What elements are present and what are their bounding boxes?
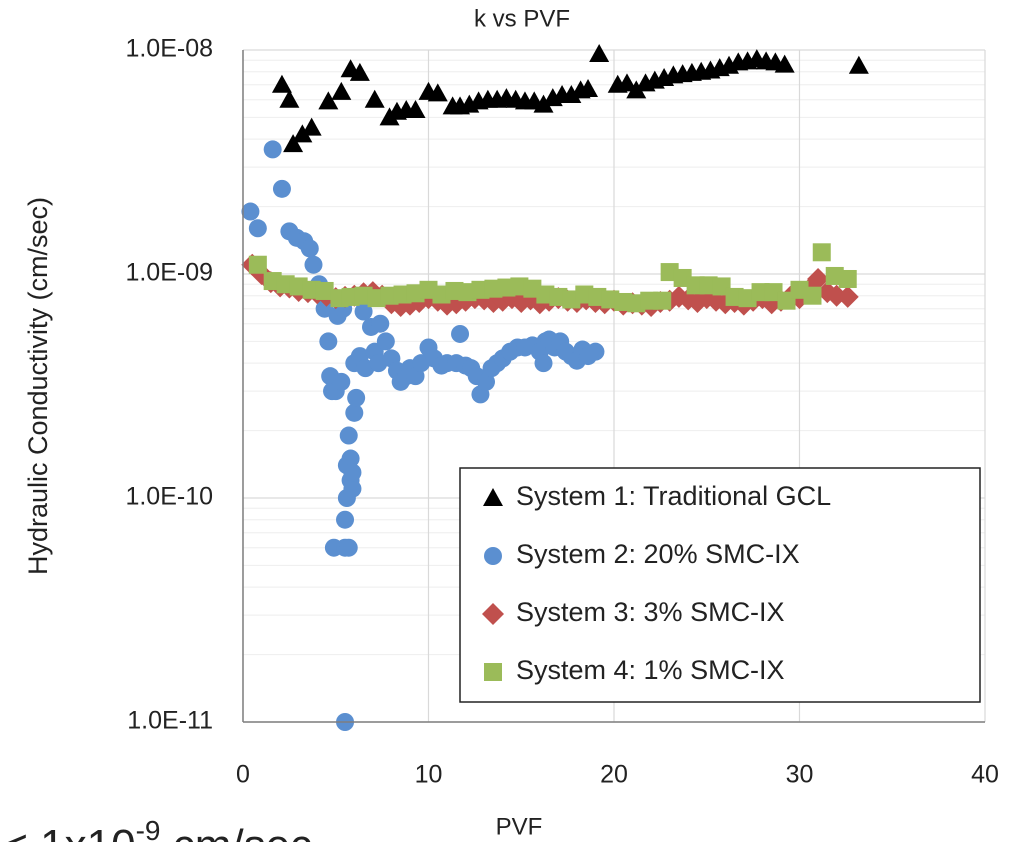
point xyxy=(586,342,605,361)
point xyxy=(271,74,292,93)
y-axis-title: Hydraulic Conductivity (cm/sec) xyxy=(23,197,53,575)
y-tick-label: 1.0E-08 xyxy=(125,35,213,63)
point xyxy=(319,332,338,351)
point xyxy=(427,83,448,102)
series xyxy=(248,243,857,313)
x-tick-label: 20 xyxy=(600,761,628,789)
point xyxy=(405,99,426,118)
point xyxy=(339,538,358,557)
point xyxy=(341,449,360,468)
point xyxy=(533,94,554,113)
annotation-suffix: cm/sec xyxy=(160,821,312,842)
point xyxy=(300,239,319,258)
series xyxy=(271,43,869,153)
legend-marker xyxy=(482,603,504,625)
point xyxy=(336,510,355,529)
point xyxy=(339,426,358,445)
point xyxy=(331,81,352,100)
point xyxy=(263,140,282,159)
point xyxy=(561,84,582,103)
series xyxy=(241,140,605,731)
point xyxy=(371,314,390,333)
x-tick-label: 0 xyxy=(236,761,250,789)
legend-label: System 3: 3% SMC-IX xyxy=(516,597,785,627)
point xyxy=(589,43,610,62)
point xyxy=(774,54,795,73)
annotation: k < 1x10-9 cm/sec xyxy=(0,815,312,842)
point xyxy=(653,291,672,310)
legend-marker xyxy=(484,547,502,565)
legend-box xyxy=(459,467,981,703)
x-tick-label: 40 xyxy=(971,761,999,789)
point xyxy=(364,89,385,108)
legend-marker xyxy=(484,663,502,681)
legend-marker xyxy=(483,488,503,506)
legend-label: System 1: Traditional GCL xyxy=(516,481,831,511)
point xyxy=(304,255,323,274)
point xyxy=(838,269,857,288)
x-tick-label: 30 xyxy=(786,761,814,789)
annotation-text: k < 1x10 xyxy=(0,821,136,842)
point xyxy=(343,463,362,482)
point xyxy=(807,267,830,290)
point xyxy=(241,202,260,221)
point xyxy=(836,285,859,308)
y-tick-label: 1.0E-09 xyxy=(125,259,213,287)
point xyxy=(477,372,496,391)
point xyxy=(318,91,339,110)
point xyxy=(451,324,470,343)
point xyxy=(248,255,267,274)
point xyxy=(376,332,395,351)
point xyxy=(248,219,267,238)
y-tick-label: 1.0E-11 xyxy=(127,707,213,735)
plot-marks xyxy=(241,43,869,731)
point xyxy=(301,117,322,136)
point xyxy=(283,134,304,153)
legend-label: System 4: 1% SMC-IX xyxy=(516,655,785,685)
point xyxy=(272,179,291,198)
chart-title: k vs PVF xyxy=(474,5,570,32)
point xyxy=(345,403,364,422)
point xyxy=(626,80,647,99)
point xyxy=(279,89,300,108)
point xyxy=(803,286,822,305)
point xyxy=(343,479,362,498)
point xyxy=(347,388,366,407)
point xyxy=(848,55,869,74)
annotation-superscript: -9 xyxy=(136,815,161,842)
point xyxy=(812,243,831,262)
point xyxy=(616,73,637,92)
point xyxy=(292,124,313,143)
point xyxy=(315,281,334,300)
point xyxy=(349,62,370,81)
legend: System 1: Traditional GCL System 2: 20% S… xyxy=(459,467,981,703)
point xyxy=(332,372,351,391)
x-tick-label: 10 xyxy=(415,761,443,789)
y-tick-label: 1.0E-10 xyxy=(125,483,213,511)
legend-label: System 2: 20% SMC-IX xyxy=(516,539,800,569)
point xyxy=(578,78,599,97)
x-axis-title: PVF xyxy=(496,813,543,840)
point xyxy=(534,354,553,373)
